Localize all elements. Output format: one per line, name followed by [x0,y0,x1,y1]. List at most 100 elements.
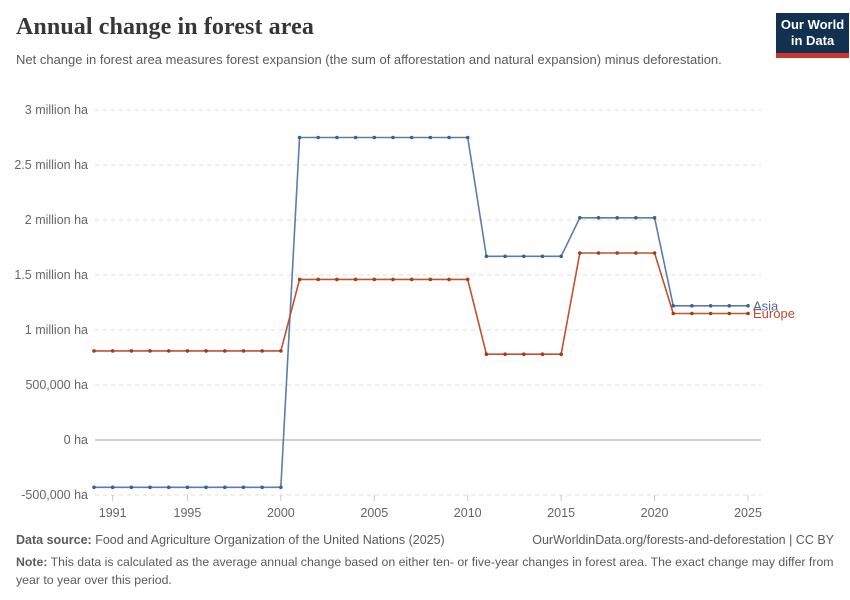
data-point [241,485,246,490]
y-tick-label: 500,000 ha [25,378,88,392]
data-point [372,135,377,140]
data-point [92,349,96,353]
data-point [559,352,563,357]
data-point [148,485,152,490]
note-label: Note: [16,555,48,569]
data-point [447,277,451,282]
data-point [110,349,115,353]
note-text: This data is calculated as the average a… [16,555,834,587]
data-source: Data source: Food and Agriculture Organi… [16,533,445,547]
data-point [465,277,470,282]
data-point [335,277,339,282]
y-axis-labels: 3 million ha 2.5 million ha 2 million ha 1.… [14,103,88,502]
data-point [540,352,545,357]
data-point [521,352,526,357]
x-tick-label: 2020 [641,506,669,520]
data-point [690,311,694,316]
data-point [578,251,582,255]
data-point [279,485,283,490]
data-point [521,254,526,259]
x-tick-label: 2010 [454,506,482,520]
data-point [129,485,134,490]
y-tick-label: 1 million ha [25,323,88,337]
data-point [297,277,302,282]
data-point [671,304,676,308]
data-point [279,349,283,353]
data-point [353,277,358,282]
series-line-asia [94,136,748,489]
data-point [110,485,115,490]
data-point [634,251,638,255]
owid-url-link[interactable]: OurWorldinData.org/forests-and-deforesta… [532,533,834,547]
owid-logo[interactable]: Our World in Data [776,13,849,58]
data-point [727,304,732,308]
data-point [727,311,732,316]
data-point [409,277,414,282]
line-chart: 3 million ha 2.5 million ha 2 million ha 1.… [14,103,795,520]
y-tick-label: 3 million ha [25,103,88,117]
data-point [652,251,657,255]
x-tick-label: 2000 [267,506,295,520]
series-europe: Europe [92,251,795,357]
chart-note: Note: This data is calculated as the ave… [16,554,834,590]
data-point [391,277,395,282]
data-point [129,349,134,353]
data-point [746,311,750,316]
data-point [540,254,545,259]
x-axis [112,495,749,501]
data-point [148,349,152,353]
data-point [634,216,638,220]
x-axis-labels: 1991 1995 2000 2005 2010 2015 2020 2025 [99,506,762,520]
data-point [185,485,190,490]
data-point [690,304,694,308]
data-point [166,485,171,490]
y-tick-label: -500,000 ha [21,488,88,502]
y-tick-label: 2 million ha [25,213,88,227]
y-tick-label: 2.5 million ha [14,158,88,172]
data-point [204,349,208,353]
data-point [391,135,395,140]
data-point [335,135,339,140]
data-point [260,349,264,353]
chart-subtitle: Net change in forest area measures fores… [16,52,722,67]
data-point [204,485,208,490]
data-point [316,135,321,140]
data-point [708,304,713,308]
data-point [428,135,433,140]
data-point [596,216,601,220]
data-point [372,277,377,282]
series-line-europe [94,252,748,356]
page-title: Annual change in forest area [16,14,314,40]
x-tick-label: 1991 [99,506,127,520]
y-gridlines [95,109,761,496]
x-tick-label: 2005 [360,506,388,520]
owid-logo-text-line2: in Data [790,33,835,48]
chart-footer: Data source: Food and Agriculture Organi… [16,533,834,590]
data-point [297,135,302,140]
data-point [447,135,451,140]
owid-logo-text-line1: Our World [780,16,845,32]
data-point [260,485,264,490]
data-point [166,349,171,353]
data-source-text: Food and Agriculture Organization of the… [91,533,445,547]
data-point [484,254,489,259]
data-point [578,216,582,220]
x-tick-label: 2015 [547,506,575,520]
data-point [503,352,507,357]
data-point [223,485,227,490]
data-point [596,251,601,255]
data-point [409,135,414,140]
data-point [353,135,358,140]
data-point [708,311,713,316]
data-point [92,485,96,490]
data-point [746,304,750,308]
y-tick-label: 0 ha [64,433,88,447]
series-label-europe: Europe [753,306,795,321]
data-point [615,216,619,220]
data-point [465,135,470,140]
data-point [484,352,489,357]
data-point [559,254,563,259]
data-source-label: Data source: [16,533,92,547]
y-tick-label: 1.5 million ha [14,268,88,282]
data-point [503,254,507,259]
